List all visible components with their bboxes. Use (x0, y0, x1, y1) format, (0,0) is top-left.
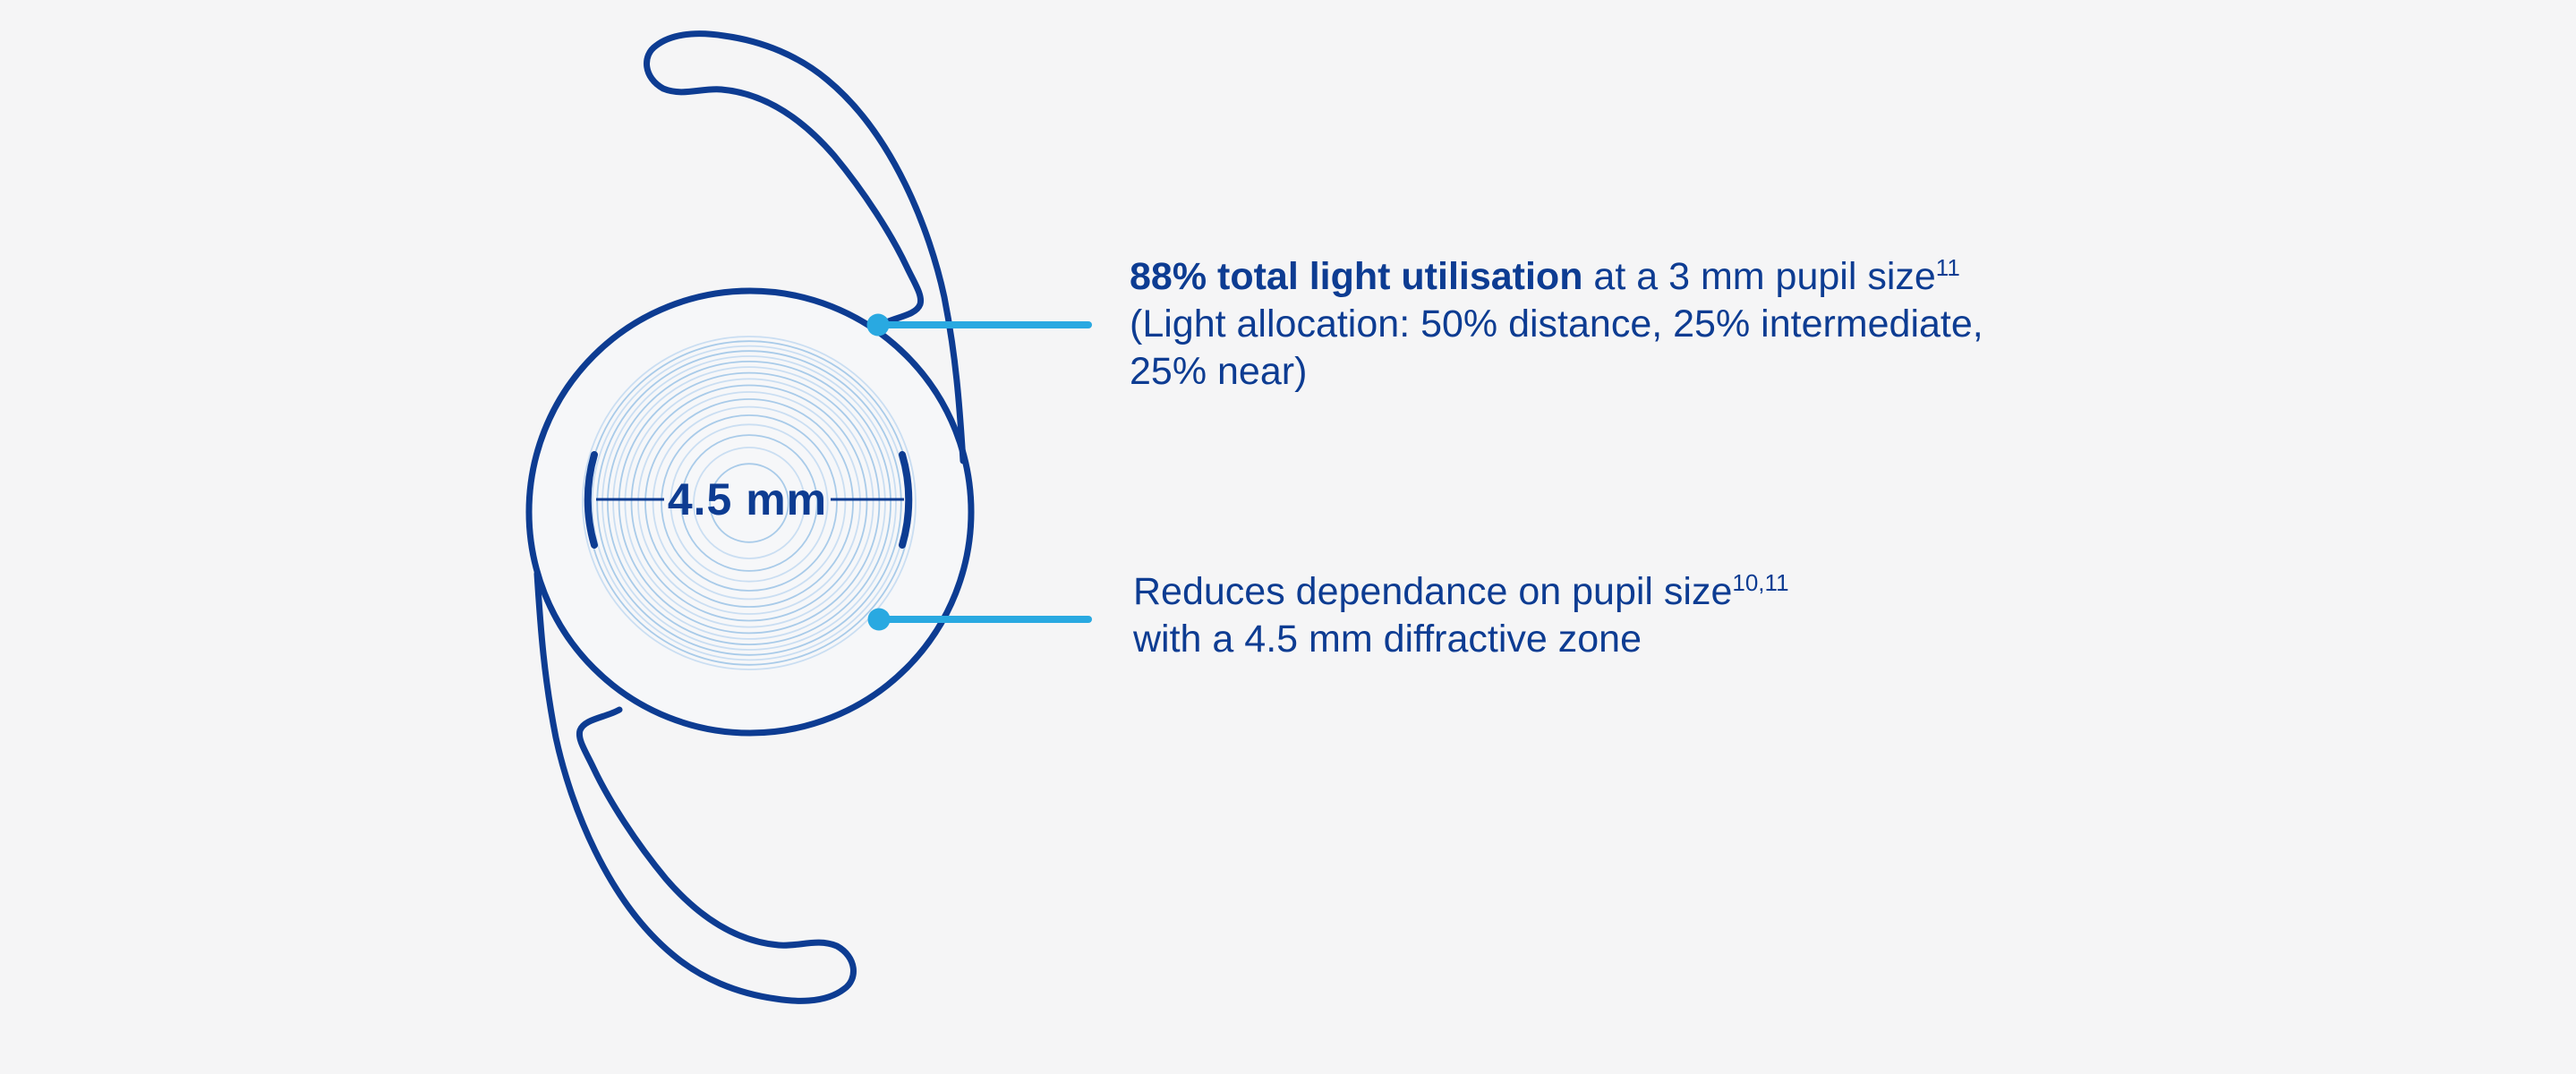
diffractive-ring (652, 405, 847, 601)
diffractive-ring (680, 434, 818, 572)
annotation-light-utilisation: 88% total light utilisation at a 3 mm pu… (1130, 253, 1983, 396)
measurement-bracket-left (584, 451, 598, 549)
haptic-arm-bottom (533, 570, 857, 1004)
diffractive-ring (670, 423, 829, 583)
diffractive-ring (624, 378, 874, 628)
diameter-label: 4.5 mm (668, 474, 827, 524)
annotation-line: 25% near) (1130, 350, 1308, 393)
measurement-bracket-right (899, 451, 913, 549)
haptic-arm-top (644, 30, 967, 465)
diffractive-ring (637, 391, 861, 615)
annotation-line: 88% total light utilisation at a 3 mm pu… (1130, 253, 1983, 301)
diameter-measurement: 4.5 mm (584, 451, 913, 549)
annotation-text: Reduces dependance on pupil size (1133, 570, 1733, 613)
callout-connector-light-utilisation (866, 313, 1092, 337)
callout-connector-pupil-dependence (867, 608, 1092, 631)
diffractive-ring (596, 350, 902, 656)
callout-dot-2 (867, 608, 891, 631)
diffractive-ring (612, 366, 886, 640)
annotation-line: with a 4.5 mm diffractive zone (1133, 618, 1642, 661)
callout-dot-1 (866, 313, 890, 337)
annotation-bold-lead: 88% total light utilisation (1130, 255, 1583, 298)
diffractive-ring (630, 384, 868, 622)
diffractive-ring (644, 398, 854, 608)
annotation-text: at a 3 mm pupil size (1582, 255, 1936, 298)
diffractive-ring (661, 414, 838, 592)
diffractive-ring (607, 360, 892, 646)
diffractive-ring (601, 355, 897, 651)
diffractive-ring (618, 371, 881, 635)
diffractive-ring (582, 336, 917, 670)
annotation-line: Reduces dependance on pupil size10,11 (1133, 568, 1789, 616)
annotation-line: (Light allocation: 50% distance, 25% int… (1130, 303, 1983, 345)
reference-superscript: 10,11 (1732, 569, 1789, 596)
diffractive-ring (693, 447, 806, 559)
diffractive-ring (709, 463, 789, 543)
annotation-pupil-dependence: Reduces dependance on pupil size10,11 wi… (1133, 568, 1789, 663)
reference-superscript: 11 (1935, 254, 1960, 281)
